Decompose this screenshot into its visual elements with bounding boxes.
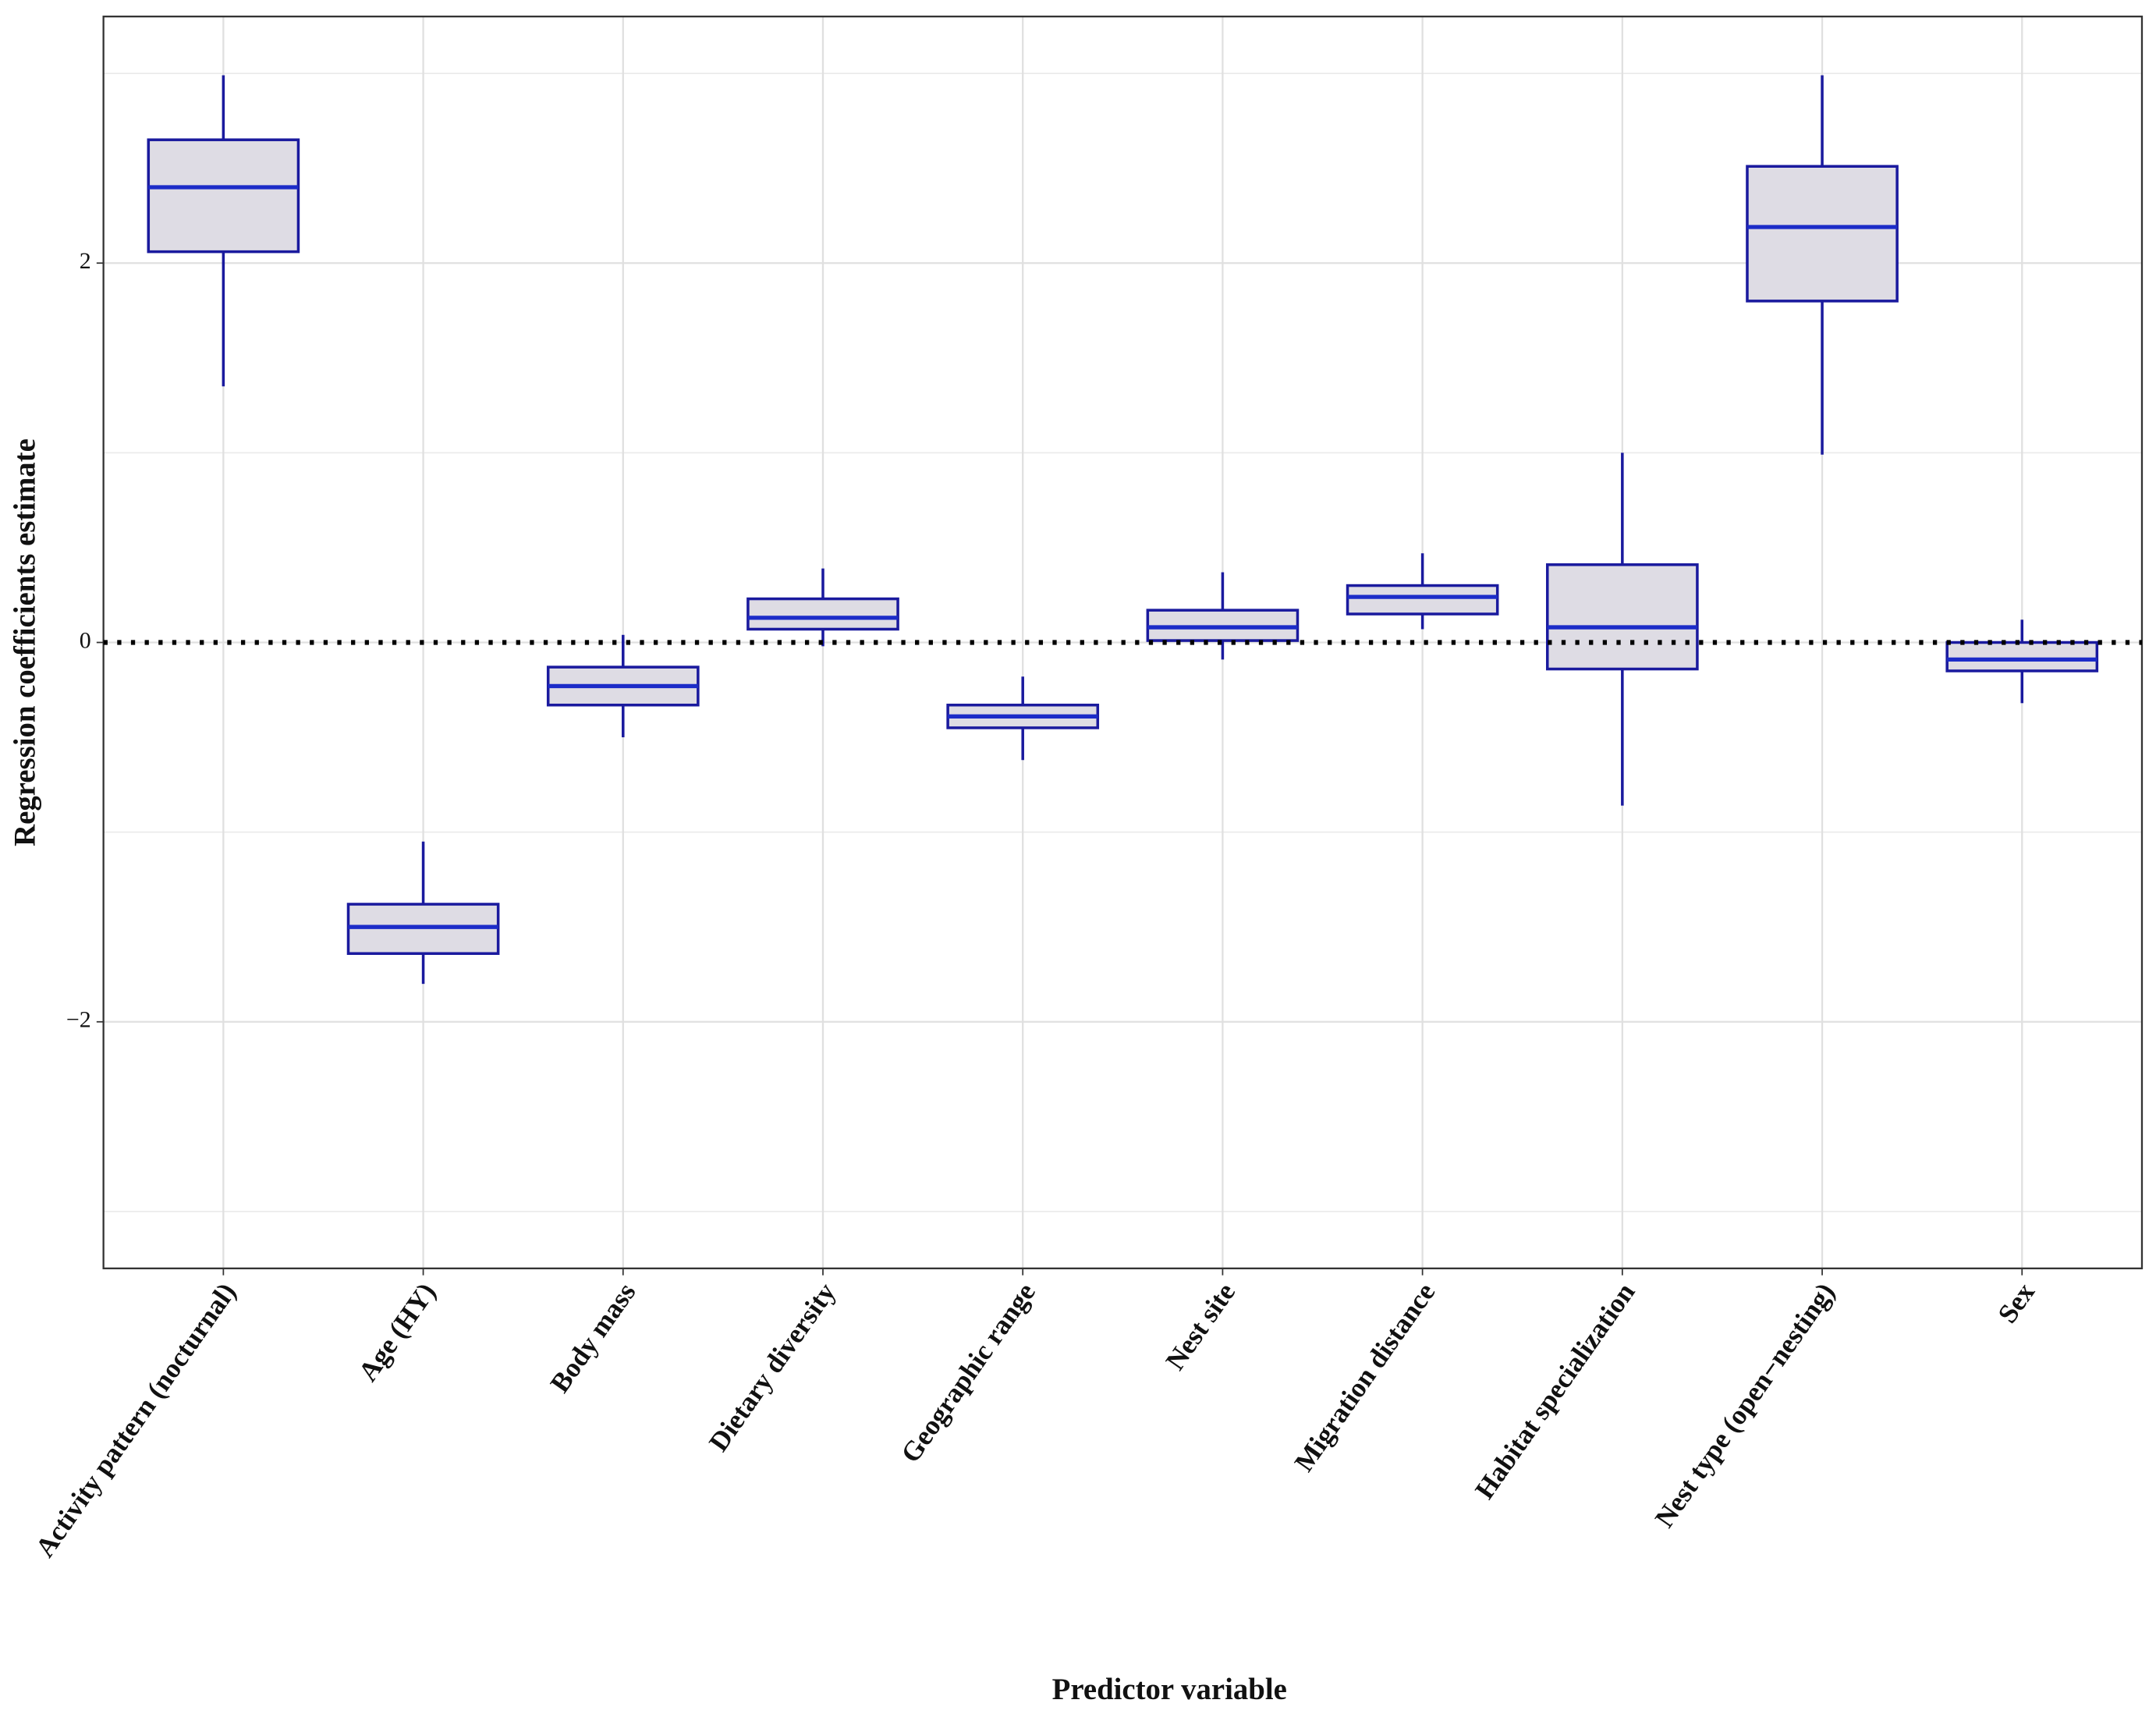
- x-axis-title: Predictor variable: [1052, 1673, 1287, 1706]
- x-tick-label: Body mass: [544, 1277, 642, 1398]
- y-axis-title: Regression coefficients estimate: [9, 438, 42, 846]
- x-tick-label: Age (HY): [353, 1277, 441, 1386]
- box: [147, 138, 300, 254]
- y-tick-label: 0: [80, 627, 91, 653]
- box: [1545, 563, 1699, 671]
- x-tick-label: Dietary diversity: [703, 1277, 842, 1457]
- x-tick-label: Habitat specialization: [1470, 1277, 1641, 1504]
- y-tick-label: 2: [80, 248, 91, 274]
- box: [1346, 584, 1499, 616]
- x-tick-label: Activity pattern (nocturnal): [30, 1277, 242, 1563]
- box: [1945, 640, 2099, 672]
- x-tick-label: Nest site: [1160, 1277, 1241, 1375]
- x-tick-label: Nest type (open−nesting): [1649, 1277, 1841, 1533]
- x-tick-label: Geographic range: [895, 1277, 1041, 1468]
- box: [1746, 165, 1899, 303]
- box: [746, 597, 899, 631]
- x-tick-label: Sex: [1992, 1277, 2041, 1329]
- y-tick-label: −2: [66, 1007, 91, 1033]
- x-tick-label: Migration distance: [1289, 1277, 1441, 1477]
